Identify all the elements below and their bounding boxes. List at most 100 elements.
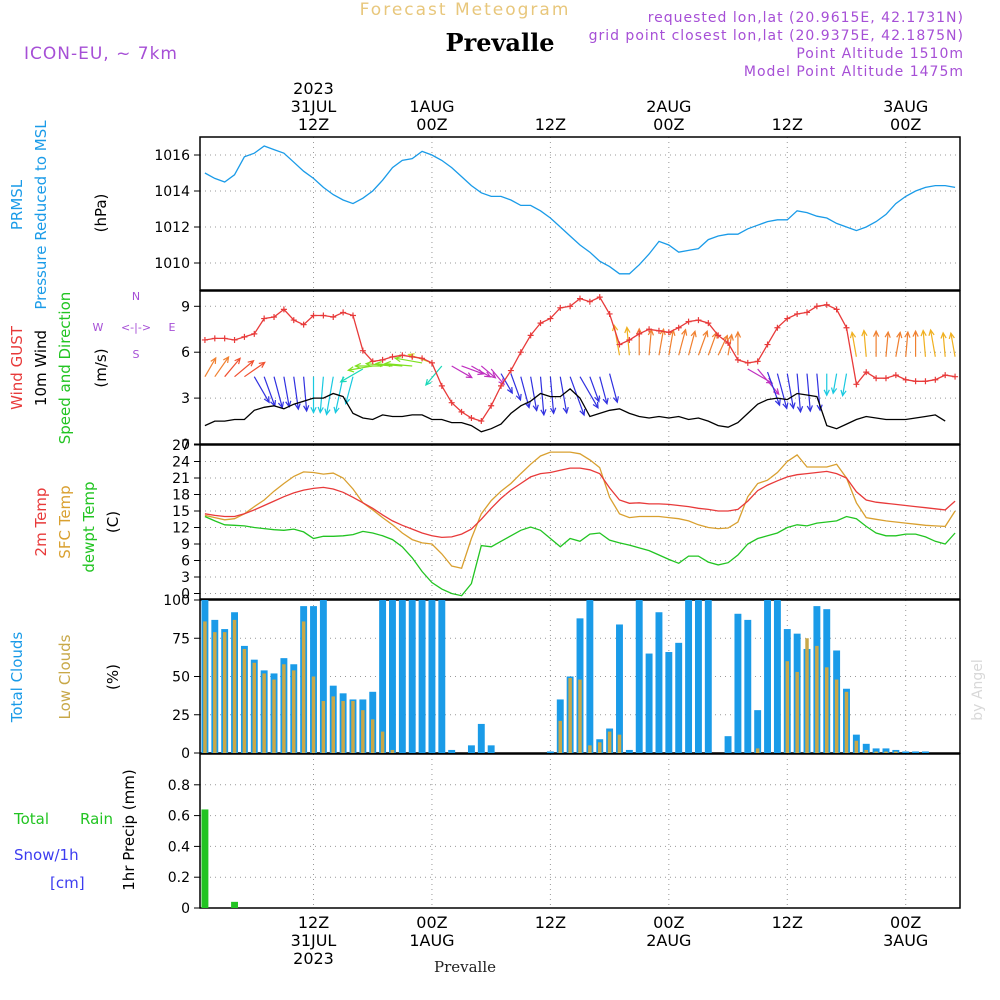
gust-marker — [468, 414, 475, 421]
precip-unit-label: 1hr Precip (mm) — [120, 769, 138, 890]
wind-arrow-head — [904, 330, 911, 338]
low-cloud-bar — [272, 679, 276, 753]
gust-marker — [201, 336, 208, 343]
wind-arrow — [599, 376, 608, 404]
low-cloud-bar — [380, 731, 385, 753]
gust-marker — [942, 372, 949, 379]
wind-arrow-head — [920, 329, 927, 337]
gust-marker — [823, 301, 830, 308]
gust-marker — [389, 353, 396, 360]
low-cloud-bar — [578, 679, 582, 753]
temp-tick-label: 6 — [181, 554, 190, 570]
low-cloud-bar — [222, 632, 227, 753]
compass-cross: <-|-> — [121, 321, 151, 334]
gust-marker — [359, 347, 366, 354]
total-cloud-bar — [773, 600, 781, 753]
wind-arrow-head — [532, 404, 539, 412]
gust-marker — [419, 355, 426, 362]
watermark-text: by Angel — [970, 659, 986, 720]
wind-frame — [199, 290, 961, 445]
bottom-time-label: 3AUG — [883, 931, 928, 950]
low-cloud-bar — [262, 673, 266, 753]
gust-marker — [567, 303, 574, 310]
wind-arrow-head — [277, 401, 285, 409]
temp-tick-label: 9 — [181, 537, 190, 553]
total-cloud-bar — [704, 600, 712, 753]
gridpoint-coords: grid point closest lon,lat (20.9375E, 42… — [588, 28, 964, 44]
wind-arrow-head — [333, 406, 340, 415]
gust-marker — [734, 356, 741, 363]
gust-marker — [211, 335, 218, 342]
wind-tick-label: 3 — [181, 391, 190, 407]
gust-marker — [399, 352, 406, 359]
gust-marker — [586, 298, 593, 305]
wind-arrow — [530, 376, 538, 411]
wind-arrow-head — [354, 362, 362, 370]
total-cloud-bar — [438, 600, 446, 753]
gust-marker — [952, 373, 959, 380]
wind-arrow — [687, 331, 696, 356]
wind-arrow-head — [258, 361, 266, 368]
gust-marker — [310, 312, 317, 319]
wind-arrow-head — [612, 396, 619, 404]
low-cloud-bar — [894, 751, 898, 753]
total-cloud-bar — [398, 600, 406, 753]
total-cloud-bar — [546, 751, 554, 753]
total-cloud-bar — [477, 723, 485, 753]
sfc-label: SFC Temp — [56, 485, 74, 558]
temp-tick-label: 21 — [172, 471, 190, 487]
wind-arrow — [204, 357, 217, 377]
low-cloud-bar — [213, 632, 217, 753]
wind-arrow — [776, 373, 788, 409]
pressure-unit-label: (hPa) — [92, 194, 110, 233]
total-cloud-bar — [616, 624, 623, 753]
gust-marker — [715, 332, 722, 339]
wind-arrow-head — [896, 331, 903, 339]
gust-marker — [498, 382, 505, 389]
total-cloud-bar — [389, 600, 396, 753]
wind-arrow-head — [884, 330, 891, 338]
cloud-unit-label: (%) — [104, 664, 122, 690]
wind-arrow — [293, 376, 299, 410]
gust-marker — [655, 327, 662, 334]
low-cloud-bar — [351, 700, 355, 753]
wind-arrow-head — [624, 325, 631, 334]
precip-tick-label: 0.2 — [168, 870, 190, 886]
wind-arrow-head — [816, 404, 823, 412]
bottom-time-label: 2023 — [293, 949, 334, 968]
temp-tick-label: 27 — [172, 438, 190, 454]
wind-arrow — [385, 363, 413, 367]
gust-marker — [873, 375, 880, 382]
gust-marker — [646, 326, 653, 333]
wind-arrow — [851, 332, 857, 357]
gust-marker — [843, 324, 850, 331]
wind-arrow — [340, 368, 364, 383]
total-cloud-bar — [635, 600, 643, 753]
low-cloud-bar — [390, 749, 395, 753]
wind-arrow — [224, 357, 241, 378]
precip-frame — [199, 753, 961, 909]
wind-arrow-head — [498, 378, 505, 386]
wind-arrow-head — [515, 393, 522, 402]
wind-arrow-head — [424, 379, 432, 387]
low-cloud-bar — [795, 671, 799, 753]
wind-arrow-head — [702, 329, 709, 338]
gust-marker — [932, 376, 939, 383]
total-cloud-bar — [754, 710, 762, 753]
wind-arrow-head — [303, 405, 310, 413]
wind-arrow — [345, 376, 354, 404]
total-cloud-bar — [902, 751, 910, 753]
total-cloud-bar — [418, 600, 426, 753]
gust-marker — [488, 402, 495, 409]
top-time-label: 3AUG — [883, 97, 928, 116]
wind-arrow — [539, 376, 545, 415]
gust-marker — [290, 317, 297, 324]
gust-marker — [794, 310, 801, 317]
pressure-tick-label: 1012 — [154, 220, 190, 236]
wind-arrow — [832, 373, 838, 394]
low-cloud-bar — [341, 700, 345, 753]
wind-arrow — [697, 330, 708, 356]
low-cloud-bar — [864, 749, 868, 753]
low-cloud-bar — [301, 621, 306, 753]
